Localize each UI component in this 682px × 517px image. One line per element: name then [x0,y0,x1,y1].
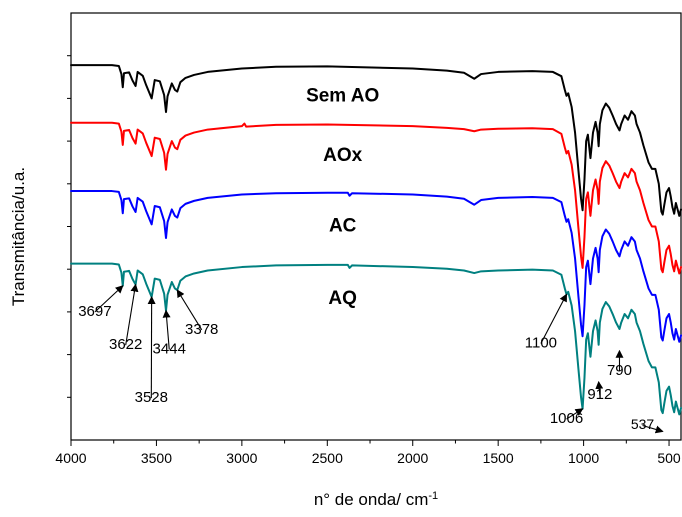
axes-group: 4000 3500 3000 2500 2000 1500 1000 500 n° de ond… [9,55,681,509]
annotation-label-537: 537 [631,416,655,432]
plot-frame-group [70,12,682,441]
x-axis-label: n° de onda/ cm-1 [314,490,438,509]
annotation-label-3378: 3378 [185,321,218,338]
x-tick-label-3000: 3000 [226,450,257,466]
annotation-arrow-1100 [540,293,568,344]
annotation-arrow-3444 [162,309,171,350]
series-label-2: AOx [323,145,363,166]
annotation-label-3622: 3622 [109,336,142,353]
annotation-arrow-912 [595,380,604,396]
x-tick-label-3500: 3500 [141,450,172,466]
series-line-ac [70,190,682,343]
series-line-aox [70,121,682,275]
series-group [70,64,682,416]
series-label-3: AC [329,216,357,237]
x-tick-label-4000: 4000 [55,450,86,466]
series-labels-group: Sem AO AOx AC AQ [306,85,379,309]
annotation-arrow-1006 [566,408,584,420]
annotation-label-3528: 3528 [135,389,168,406]
annotation-arrow-537 [642,424,664,434]
x-axis-label-main: n° de onda/ cm [314,490,429,509]
annotation-label-3444: 3444 [153,340,186,357]
x-tick-label-2500: 2500 [312,450,343,466]
series-line-aq [70,262,682,416]
x-tick-label-1000: 1000 [568,450,599,466]
x-tick-label-500: 500 [657,450,681,466]
annotation-label-912: 912 [587,386,612,403]
annotation-label-790: 790 [607,362,632,379]
series-label-1: Sem AO [306,85,379,106]
plot-frame [70,12,682,441]
series-line-sem-ao [70,64,682,217]
annotation-arrow-3697 [94,285,124,313]
series-label-4: AQ [328,288,357,309]
annotation-label-1100: 1100 [525,334,557,351]
y-axis-label: Transmitância/u.a. [9,167,28,306]
annotation-label-3697: 3697 [78,303,111,320]
annotation-arrow-3378 [176,289,203,331]
x-axis-label-superscript: -1 [428,490,438,502]
x-tick-label-2000: 2000 [397,450,428,466]
x-tick-label-1500: 1500 [483,450,514,466]
annotation-label-1006: 1006 [550,410,583,427]
annotation-arrow-3622 [125,283,139,346]
